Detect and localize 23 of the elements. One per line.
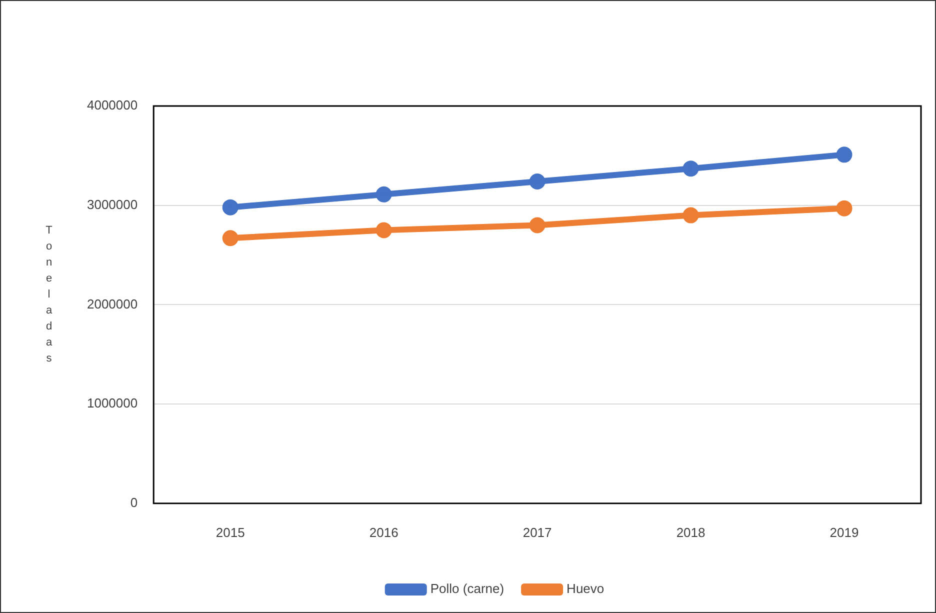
x-tick-label: 2015 (216, 524, 245, 540)
y-tick-label: 4000000 (86, 98, 138, 113)
point (836, 200, 852, 216)
x-tick-label: 2016 (369, 524, 398, 540)
point (222, 199, 238, 216)
y-tick-label: 1000000 (86, 396, 138, 411)
x-tick-label: 2018 (676, 524, 706, 540)
point (376, 222, 392, 238)
point (682, 160, 699, 177)
x-tick-label: 2019 (830, 524, 859, 540)
x-tick-label: 2017 (522, 524, 552, 540)
y-tick-label: 3000000 (86, 196, 138, 212)
point (376, 186, 392, 202)
legend-label: Pollo (carne) (430, 581, 504, 596)
point (836, 146, 852, 163)
point (529, 217, 546, 234)
text: Toneladas (46, 224, 52, 365)
y-tick-label: 0 (130, 494, 138, 510)
point (222, 230, 238, 246)
legend-label: Huevo (566, 581, 604, 596)
point (529, 174, 546, 190)
point (682, 207, 699, 224)
y-tick-label: 2000000 (86, 296, 138, 312)
